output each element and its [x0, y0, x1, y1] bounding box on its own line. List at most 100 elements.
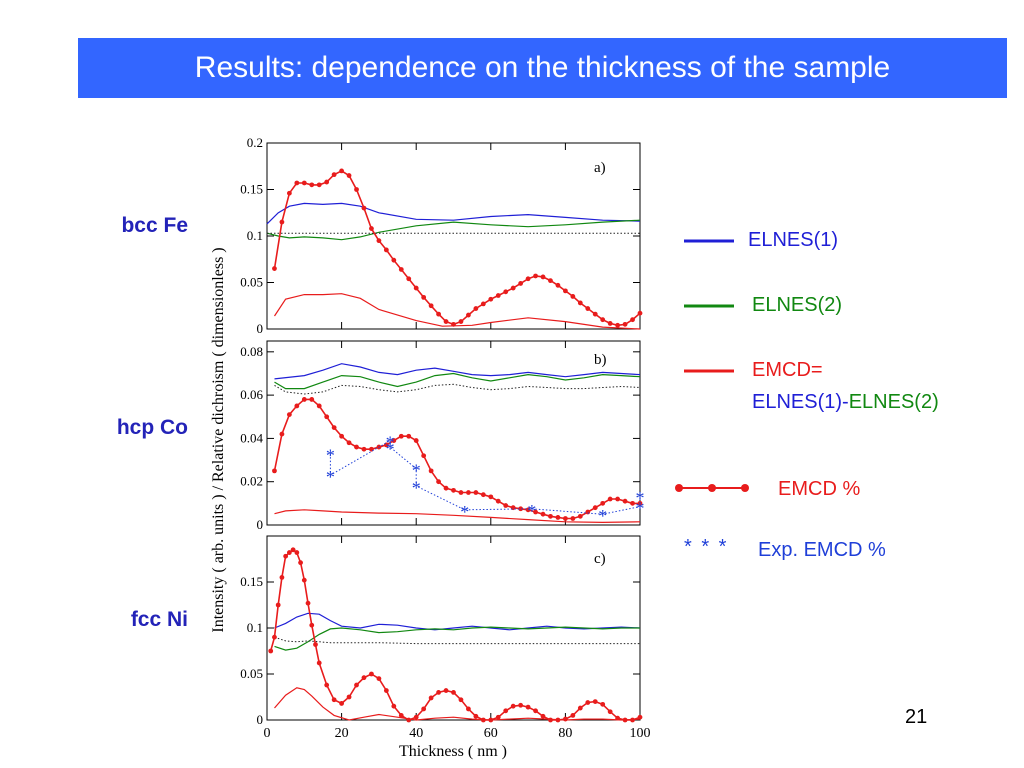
panel-label-b: b): [594, 352, 607, 368]
emcd-pct-point: [383, 688, 389, 693]
emcd-pct-point: [577, 300, 583, 306]
emcd-pct-point: [391, 257, 397, 263]
emcd-pct-point: [294, 403, 300, 409]
series-reference-line: [274, 383, 641, 395]
y-tick-label: 0: [257, 321, 264, 336]
emcd-pct-point: [443, 485, 449, 491]
y-tick-label: 0.06: [240, 387, 263, 402]
panel-label-a: a): [594, 160, 606, 176]
emcd-pct-point: [305, 600, 311, 606]
emcd-pct-point: [354, 682, 359, 688]
legend-formula-elnes1: ELNES(1): [752, 391, 843, 413]
emcd-pct-point: [279, 219, 285, 225]
emcd-pct-point: [518, 702, 524, 708]
emcd-pct-point: [480, 301, 486, 307]
emcd-pct-point: [518, 281, 524, 286]
emcd-pct-point: [592, 505, 598, 511]
emcd-pct-point: [607, 496, 613, 502]
emcd-pct-point: [331, 172, 337, 178]
emcd-pct-point: [555, 717, 561, 723]
x-tick-label: 100: [630, 726, 651, 741]
emcd-pct-point: [436, 690, 441, 695]
emcd-pct-point: [622, 498, 628, 504]
emcd-pct-point: [563, 288, 568, 294]
emcd-pct-point: [630, 717, 635, 723]
legend-swatch-dot: [708, 484, 716, 492]
emcd-pct-point: [376, 238, 382, 244]
emcd-pct-point: [473, 306, 479, 311]
emcd-pct-point: [275, 602, 281, 608]
exp-point: *: [326, 467, 335, 487]
emcd-pct-point: [283, 553, 289, 559]
emcd-pct-point: [607, 709, 613, 715]
y-tick-label: 0.2: [247, 135, 263, 150]
legend-emcd-definition: EMCD=: [752, 359, 823, 381]
emcd-pct-point: [279, 575, 285, 580]
emcd-pct-point: [443, 688, 449, 693]
emcd-pct-point: [592, 699, 598, 704]
emcd-pct-point: [398, 267, 404, 272]
emcd-pct-point: [637, 310, 643, 316]
emcd-pct-point: [503, 289, 509, 295]
emcd-pct-point: [570, 294, 576, 299]
y-tick-label: 0.05: [240, 666, 263, 681]
emcd-pct-point: [391, 438, 397, 443]
series-elnes1-line: [274, 612, 641, 631]
emcd-pct-point: [413, 285, 419, 291]
series-reference-line: [274, 636, 640, 645]
emcd-pct-point: [585, 700, 591, 705]
emcd-pct-point: [555, 282, 561, 288]
series-elnes1-line: [266, 202, 641, 225]
emcd-pct-point: [585, 306, 591, 311]
series-emcd-line: [274, 509, 641, 524]
emcd-pct-point: [298, 560, 303, 566]
emcd-pct-point: [533, 708, 538, 714]
emcd-pct-point: [406, 717, 412, 723]
emcd-pct-point: [622, 717, 628, 723]
y-tick-label: 0.05: [240, 275, 263, 290]
x-tick-label: 80: [558, 726, 572, 741]
emcd-pct-point: [458, 319, 464, 324]
x-tick-label: 20: [335, 726, 349, 741]
emcd-pct-point: [272, 468, 277, 474]
emcd-pct-point: [406, 276, 412, 282]
emcd-pct-point: [563, 516, 568, 521]
plot-frame: [266, 340, 641, 526]
emcd-pct-point: [406, 433, 412, 439]
emcd-pct-point: [421, 453, 427, 459]
x-tick-label: 40: [409, 726, 423, 741]
emcd-pct-point: [324, 682, 330, 688]
series-emcd_pct-line: [273, 169, 641, 327]
emcd-pct-point: [421, 294, 427, 300]
emcd-pct-point: [339, 168, 344, 174]
emcd-pct-point: [458, 490, 464, 495]
emcd-pct-point: [309, 397, 315, 402]
exp-point: *: [386, 433, 395, 453]
emcd-pct-point: [346, 173, 352, 178]
emcd-pct-point: [570, 516, 576, 521]
emcd-pct-point: [533, 509, 538, 515]
emcd-pct-point: [361, 675, 367, 681]
emcd-pct-point: [369, 226, 374, 231]
y-axis-label: Intensity ( arb. units ) / Relative dich…: [210, 247, 227, 632]
emcd-pct-point: [421, 706, 427, 712]
legend-swatch-dot: [741, 484, 749, 492]
y-tick-label: 0.15: [240, 574, 263, 589]
legend-emcd-formula: ELNES(1)-ELNES(2): [752, 391, 939, 414]
x-axis-label: Thickness ( nm ): [399, 743, 507, 760]
emcd-pct-point: [473, 713, 479, 719]
emcd-pct-point: [268, 648, 274, 654]
series-elnes2-line: [266, 219, 641, 241]
emcd-pct-point: [428, 303, 434, 309]
emcd-pct-point: [488, 494, 494, 500]
emcd-pct-point: [592, 311, 598, 317]
emcd-pct-point: [555, 515, 561, 520]
emcd-pct-point: [272, 266, 277, 271]
emcd-pct-point: [570, 713, 576, 718]
emcd-pct-point: [480, 492, 486, 498]
emcd-pct-point: [637, 714, 643, 720]
emcd-pct-point: [540, 274, 546, 280]
emcd-pct-point: [428, 468, 434, 474]
emcd-pct-point: [548, 513, 553, 519]
emcd-pct-point: [413, 438, 419, 443]
